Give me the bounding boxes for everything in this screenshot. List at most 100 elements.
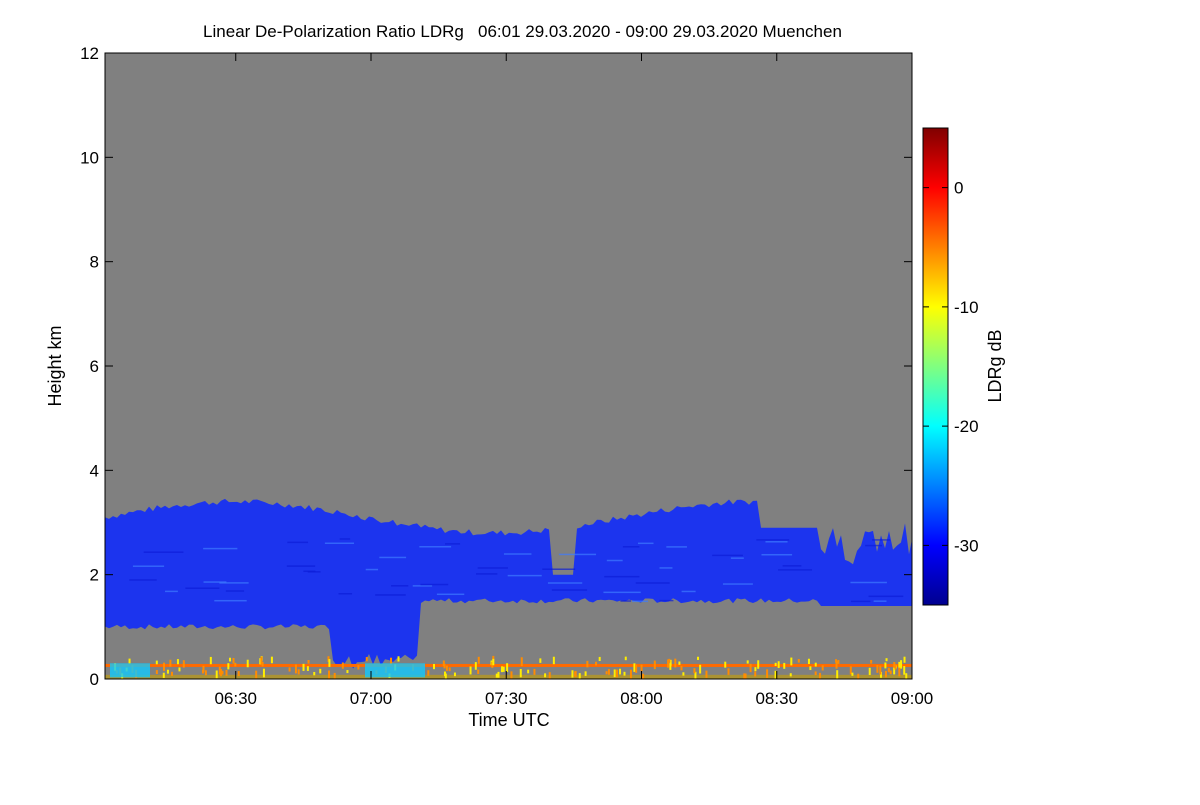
surface-speck <box>302 663 305 671</box>
cloud-streak <box>420 583 449 586</box>
cloud-streak <box>379 556 407 559</box>
surface-speck <box>678 661 681 665</box>
surface-speck <box>237 671 240 677</box>
y-tick-label: 0 <box>90 670 99 689</box>
surface-speck <box>857 673 860 679</box>
surface-speck <box>885 658 888 662</box>
surface-speck <box>397 656 400 662</box>
cloud-layer <box>105 498 912 669</box>
colorbar-label: LDRg dB <box>985 329 1005 402</box>
x-tick-label: 08:30 <box>755 689 798 708</box>
surface-speck <box>774 670 777 679</box>
surface-speck <box>757 660 760 669</box>
cloud-streak <box>203 581 227 583</box>
surface-speck <box>667 659 670 668</box>
surface-speck <box>586 660 589 668</box>
cloud-streak <box>850 600 871 603</box>
x-tick-label: 06:30 <box>214 689 257 708</box>
surface-speck <box>500 668 503 672</box>
surface-speck <box>260 656 263 664</box>
surface-speck <box>259 658 262 665</box>
surface-speck <box>898 667 901 677</box>
cloud-streak <box>620 600 631 602</box>
surface-speck <box>163 662 166 671</box>
cloud-streak <box>419 546 452 548</box>
surface-speck <box>821 665 824 671</box>
surface-speck <box>234 662 237 667</box>
cloud-streak <box>606 559 623 562</box>
x-axis: 06:30 07:00 07:30 08:00 08:30 09:00 <box>214 53 933 708</box>
surface-speck <box>669 663 672 670</box>
x-tick-label: 08:00 <box>620 689 663 708</box>
surface-speck <box>724 661 727 668</box>
chart-title: Linear De-Polarization Ratio LDRg 06:01 … <box>203 22 842 41</box>
surface-speck <box>680 665 683 671</box>
y-tick-label: 6 <box>90 357 99 376</box>
colorbar-tick-label: 0 <box>954 179 963 198</box>
surface-speck <box>849 666 852 675</box>
surface-speck <box>328 670 331 679</box>
cloud-streak <box>303 570 316 573</box>
surface-speck <box>215 670 218 679</box>
surface-speck <box>261 661 264 667</box>
surface-speck <box>510 671 513 679</box>
colorbar-tick-label: -10 <box>954 298 979 317</box>
surface-speck <box>783 662 786 669</box>
surface-speck <box>319 668 322 674</box>
surface-speck <box>705 670 708 678</box>
surface-speck <box>170 671 173 676</box>
surface-speck <box>306 666 309 671</box>
cloud-streak <box>477 567 508 569</box>
surface-speck <box>445 665 448 671</box>
cloud-streak <box>225 590 245 592</box>
surface-speck <box>225 669 228 676</box>
surface-speck <box>227 663 230 670</box>
surface-speck <box>221 670 224 675</box>
surface-speck <box>629 669 632 679</box>
surface-speck <box>879 671 882 678</box>
surface-speck <box>162 672 165 678</box>
surface-speck <box>328 659 331 667</box>
surface-speck <box>218 666 221 675</box>
surface-speck <box>442 660 445 666</box>
surface-speck <box>262 668 265 678</box>
cloud-streak <box>761 553 793 556</box>
surface-speck <box>427 670 430 676</box>
surface-speck <box>477 669 480 674</box>
surface-speck <box>202 665 205 672</box>
surface-speck <box>797 659 800 663</box>
surface-speck <box>209 656 212 665</box>
surface-speck <box>693 668 696 674</box>
surface-speck <box>495 673 498 678</box>
surface-speck <box>809 666 812 671</box>
surface-speck <box>448 667 451 672</box>
surface-speck <box>443 671 446 677</box>
x-tick-label: 07:00 <box>350 689 393 708</box>
cloud-streak <box>872 539 891 541</box>
cloud-streak <box>631 600 649 603</box>
surface-speck <box>169 659 172 667</box>
surface-speck <box>574 671 577 677</box>
surface-speck <box>527 669 530 674</box>
surface-speck <box>814 671 817 676</box>
surface-speck <box>176 659 179 665</box>
surface-speck <box>346 670 349 674</box>
cloud-streak <box>286 565 316 567</box>
colorbar-ticks: 0 -10 -20 -30 <box>923 179 979 555</box>
surface-speck <box>539 658 542 663</box>
cloud-streak <box>865 544 883 547</box>
surface-speck <box>502 666 505 672</box>
cloud-streak <box>659 599 674 602</box>
cloud-streak <box>203 547 238 550</box>
surface-speck <box>903 656 906 663</box>
surface-speck <box>246 659 249 668</box>
surface-speck <box>571 670 574 678</box>
x-axis-label: Time UTC <box>468 710 549 730</box>
cloud-region <box>105 498 912 669</box>
cloud-streak <box>547 582 583 584</box>
cloud-streak <box>339 538 351 540</box>
surface-speck <box>220 669 223 677</box>
surface-speck <box>697 656 700 660</box>
